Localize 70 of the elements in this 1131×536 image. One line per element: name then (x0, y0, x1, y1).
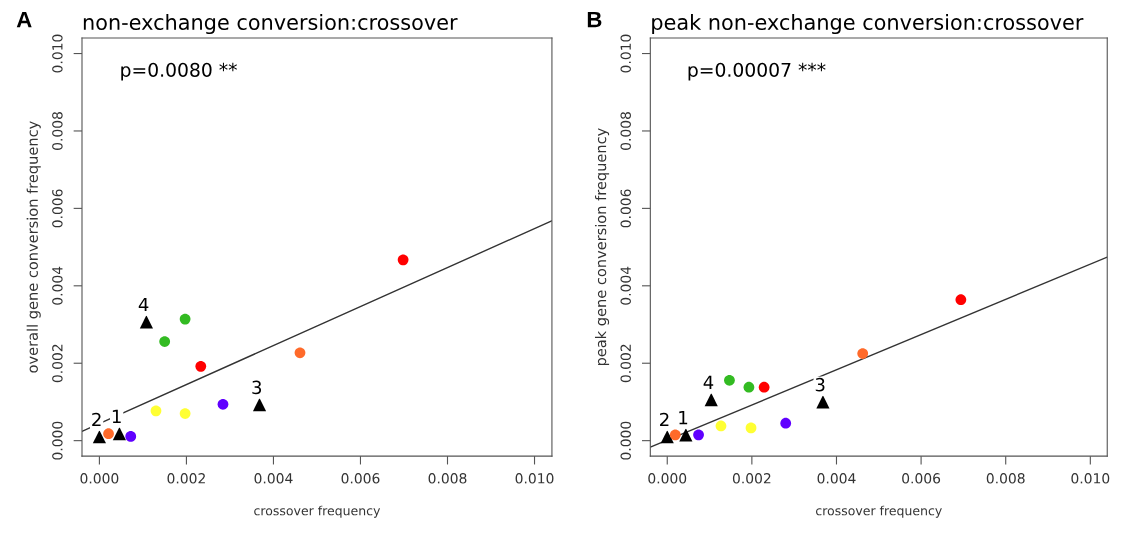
annotation: p=0.00007 *** (688, 62, 826, 81)
point (816, 395, 830, 409)
text: B (587, 11, 602, 28)
y-tick-label: 0.010 (620, 34, 631, 73)
point (780, 417, 792, 429)
annotation: 4 (703, 375, 714, 389)
x-tick-label: 0.002 (167, 473, 205, 484)
y-tick-label: 0.006 (620, 189, 631, 228)
x-tick-label: 0.000 (648, 473, 687, 484)
y-tick-label: 0.004 (620, 266, 631, 305)
point (159, 336, 171, 347)
point (745, 422, 757, 434)
y-tick-label: 0.008 (52, 112, 63, 150)
point (660, 430, 674, 444)
point (150, 405, 162, 417)
point (955, 294, 967, 306)
x-tick-label: 0.006 (902, 473, 941, 484)
point (397, 254, 409, 266)
annotation: 3 (815, 377, 825, 392)
annotation: 1 (679, 410, 688, 425)
point (139, 315, 153, 329)
point (669, 429, 681, 441)
annotation: 2 (660, 412, 669, 427)
x-tick-label: 0.008 (986, 473, 1025, 484)
chart-title: non-exchange conversion:crossover (83, 13, 458, 35)
point (704, 393, 718, 407)
point (758, 381, 770, 393)
x-axis-title: crossover frequency (254, 505, 381, 518)
annotation: 1 (112, 409, 121, 423)
y-tick-label: 0.010 (52, 34, 63, 73)
x-tick-label: 0.002 (732, 473, 771, 484)
point (179, 408, 191, 419)
y-tick-label: 0.002 (52, 344, 63, 383)
point (693, 429, 704, 441)
point (679, 428, 693, 442)
chart-title: peak non-exchange conversion:crossover (652, 13, 1084, 35)
y-tick-label: 0.004 (52, 266, 63, 305)
x-tick-label: 0.004 (817, 473, 856, 484)
point (743, 381, 755, 393)
y-tick-label: 0.000 (52, 421, 63, 460)
point (125, 431, 137, 442)
x-tick-label: 0.004 (254, 473, 293, 484)
x-tick-label: 0.000 (80, 473, 119, 484)
point (715, 420, 727, 432)
point (92, 430, 106, 444)
x-tick-label: 0.010 (1071, 473, 1110, 484)
point (857, 348, 869, 359)
x-tick-label: 0.010 (515, 473, 554, 484)
point (252, 398, 267, 412)
point (294, 347, 306, 359)
annotation: p=0.0080 ** (121, 62, 237, 81)
point (103, 428, 114, 440)
point (112, 427, 127, 441)
point (179, 313, 191, 325)
point (217, 398, 229, 410)
annotation: 2 (92, 412, 101, 427)
point (195, 360, 207, 372)
annotation: 4 (138, 297, 149, 312)
point (724, 374, 735, 386)
y-axis-title: overall gene conversion frequency (26, 121, 41, 373)
y-axis-title: peak gene conversion frequency (594, 128, 610, 366)
x-axis-title: crossover frequency (816, 505, 942, 518)
y-tick-label: 0.000 (620, 421, 631, 460)
x-tick-label: 0.008 (428, 473, 467, 484)
x-tick-label: 0.006 (341, 473, 380, 484)
text: A (16, 11, 32, 28)
y-tick-label: 0.008 (620, 112, 631, 150)
y-tick-label: 0.002 (620, 344, 631, 383)
annotation: 3 (252, 380, 262, 395)
y-tick-label: 0.006 (52, 189, 63, 228)
